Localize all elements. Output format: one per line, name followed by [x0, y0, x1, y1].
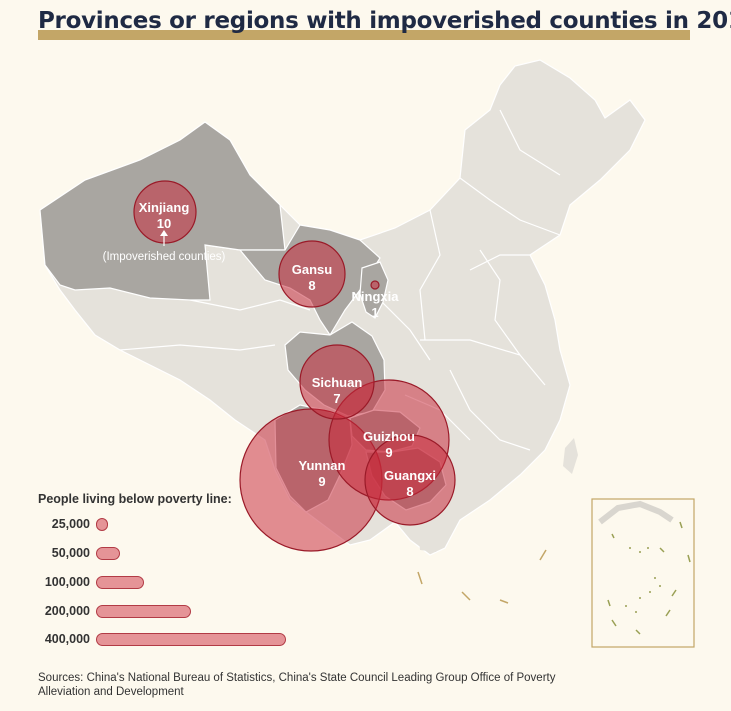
- region-count-guizhou: 9: [385, 445, 392, 460]
- region-count-sichuan: 7: [333, 391, 340, 406]
- sources-note: Sources: China's National Bureau of Stat…: [38, 672, 556, 698]
- legend-item: 200,000: [38, 603, 191, 619]
- legend-title: People living below poverty line:: [38, 492, 232, 506]
- page-title: Provinces or regions with impoverished c…: [38, 8, 731, 34]
- bubble-gansu: [278, 240, 346, 308]
- poverty-bubbles: [133, 180, 456, 552]
- legend-item-bar: [96, 575, 144, 589]
- legend-item-bar: [96, 546, 120, 560]
- region-name-yunnan: Yunnan: [299, 458, 346, 473]
- legend-item: 25,000: [38, 516, 108, 532]
- legend-item: 50,000: [38, 545, 120, 561]
- legend-item-bar: [96, 517, 108, 531]
- region-name-guizhou: Guizhou: [363, 429, 415, 444]
- hainan-island: [418, 524, 444, 552]
- bubble-guangxi: [364, 434, 456, 526]
- legend-item-label: 25,000: [51, 517, 90, 531]
- region-name-guangxi: Guangxi: [384, 468, 436, 483]
- ningxia-region: [359, 261, 389, 319]
- region-count-guangxi: 8: [406, 484, 413, 499]
- region-count-gansu: 8: [308, 278, 315, 293]
- bubble-xinjiang: [133, 180, 197, 244]
- legend-item-label: 400,000: [44, 632, 90, 646]
- annotation-arrow: [160, 230, 168, 246]
- region-name-ningxia: Ningxia: [352, 289, 400, 304]
- legend-item-label: 100,000: [44, 575, 90, 589]
- title-underline-bar: [38, 30, 690, 40]
- region-count-yunnan: 9: [318, 474, 325, 489]
- region-name-xinjiang: Xinjiang: [139, 200, 190, 215]
- legend-item-label: 200,000: [44, 604, 90, 618]
- region-name-sichuan: Sichuan: [312, 375, 363, 390]
- bubble-ningxia: [370, 280, 380, 290]
- legend-item: 400,000: [38, 631, 286, 647]
- region-count-ningxia: 1: [371, 305, 378, 320]
- legend-item: 100,000: [38, 574, 144, 590]
- sea-boundary-dashes: [417, 549, 547, 604]
- taiwan-island: [563, 438, 578, 474]
- legend-item-label: 50,000: [51, 546, 90, 560]
- region-count-xinjiang: 10: [157, 216, 171, 231]
- bubble-sichuan: [299, 344, 375, 420]
- legend-item-bar: [96, 632, 286, 646]
- south-china-sea-inset: [591, 498, 695, 648]
- annotation-impoverished-counties: (Impoverished counties): [103, 251, 226, 263]
- region-name-gansu: Gansu: [292, 262, 333, 277]
- legend-item-bar: [96, 604, 191, 618]
